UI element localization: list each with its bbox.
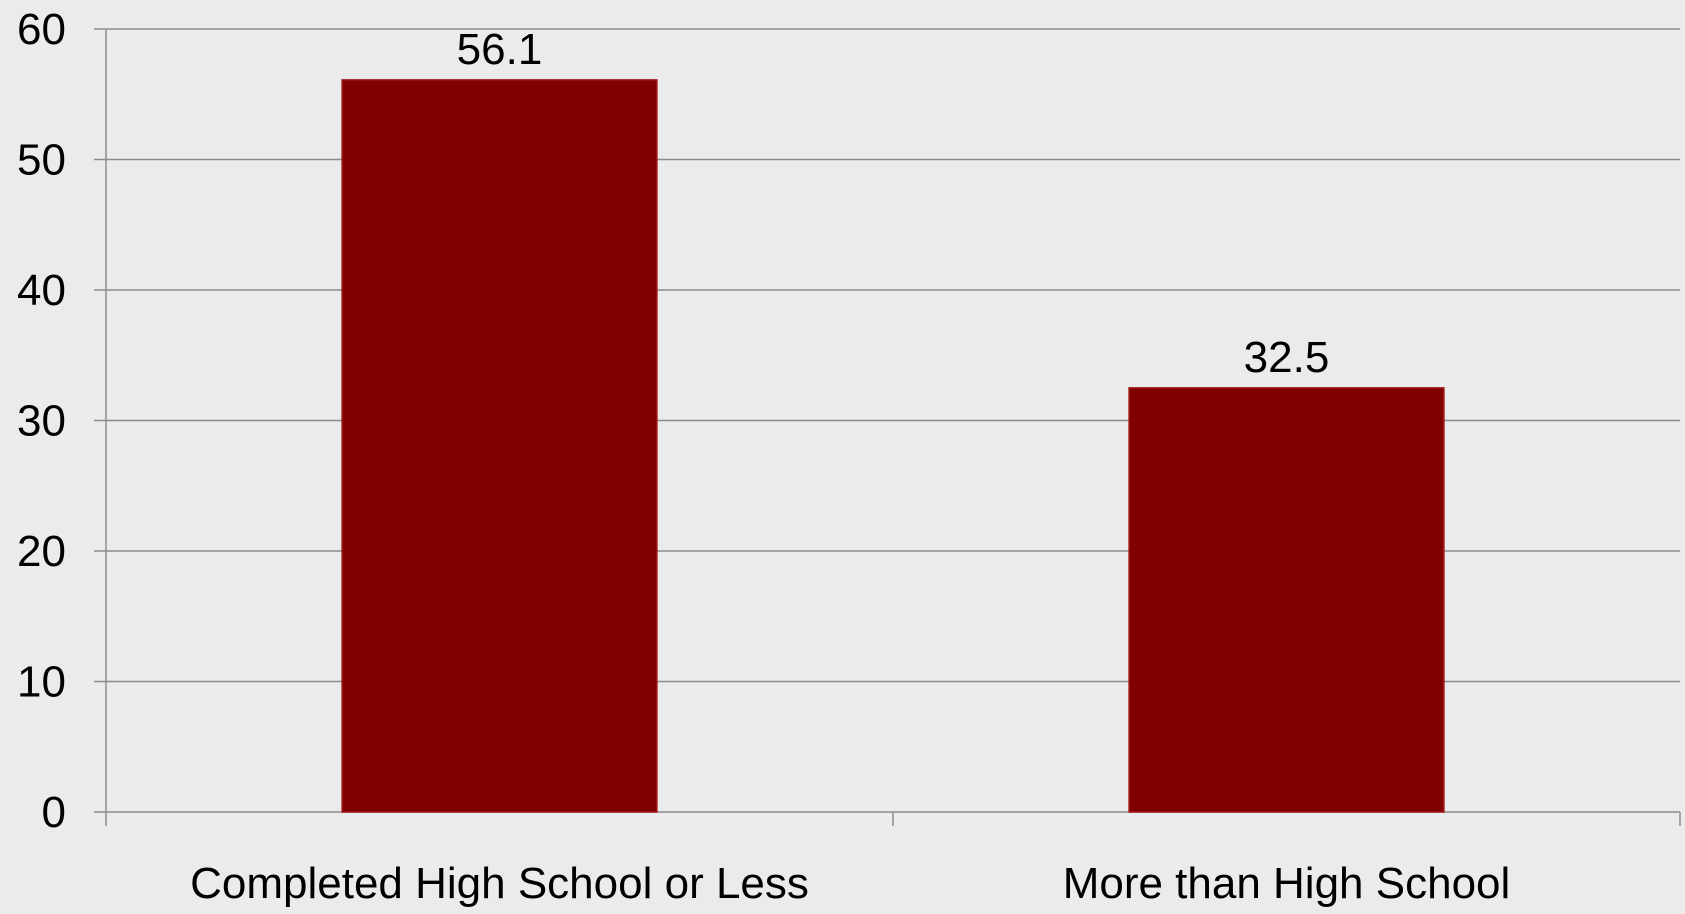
x-category-label: More than High School: [1063, 859, 1511, 908]
y-tick-labels: 0 10 20 30 40 50 60: [17, 5, 66, 837]
y-tick-label: 30: [17, 397, 66, 446]
x-category-label: Completed High School or Less: [190, 859, 809, 908]
data-label: 32.5: [1244, 333, 1330, 382]
y-tick-label: 20: [17, 527, 66, 576]
y-tick-label: 0: [42, 788, 66, 837]
data-label: 56.1: [457, 25, 543, 74]
x-tick-labels: Completed High School or Less More than H…: [190, 859, 1510, 908]
data-labels: 56.1 32.5: [457, 25, 1330, 382]
bar-2: [1128, 387, 1445, 813]
y-tick-label: 60: [17, 5, 66, 54]
bars: [341, 79, 1445, 813]
y-tick-label: 40: [17, 266, 66, 315]
bar-1: [341, 79, 658, 813]
y-tick-label: 50: [17, 136, 66, 185]
y-tick-label: 10: [17, 658, 66, 707]
